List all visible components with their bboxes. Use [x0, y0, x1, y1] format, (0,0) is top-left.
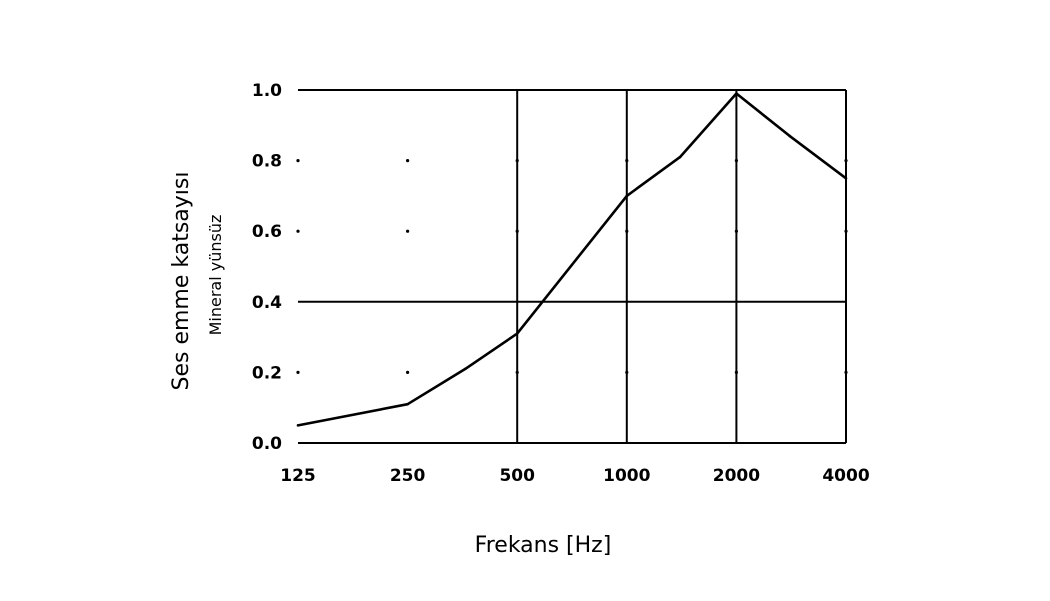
data-point — [406, 402, 409, 406]
y-tick-label: 0.6 — [252, 222, 282, 242]
grid-dot — [515, 370, 519, 374]
data-point — [735, 92, 738, 95]
grid-dot — [296, 159, 300, 163]
y-axis-title: Ses emme katsayısı — [169, 172, 194, 391]
grid-dot — [844, 229, 848, 233]
y-axis-subtitle: Mineral yünsüz — [206, 215, 225, 336]
x-tick-labels: 125 250 500 1000 2000 4000 — [280, 466, 870, 486]
y-tick-label: 1.0 — [252, 81, 282, 101]
data-point — [515, 332, 519, 335]
data-point — [844, 176, 848, 180]
grid-dot — [734, 370, 739, 374]
y-tick-label: 0.8 — [252, 152, 282, 172]
grid-dot — [406, 229, 410, 233]
grid — [296, 89, 848, 444]
series-line — [297, 92, 847, 427]
grid-dot — [734, 229, 739, 233]
x-tick-label: 250 — [390, 466, 426, 486]
grid-dot — [625, 159, 629, 163]
grid-dot — [296, 229, 300, 233]
x-axis-title: Frekans [Hz] — [475, 533, 612, 558]
y-tick-label: 0.0 — [252, 434, 282, 454]
grid-dot — [515, 229, 519, 233]
grid-dot — [844, 370, 848, 374]
data-point — [296, 424, 300, 427]
x-tick-label: 1000 — [603, 466, 650, 486]
grid-dot — [406, 370, 410, 374]
data-point — [463, 367, 467, 371]
x-tick-label: 4000 — [822, 466, 869, 486]
series-layer — [296, 92, 848, 427]
x-tick-label: 125 — [280, 466, 316, 486]
grid-dot — [625, 370, 629, 374]
y-tick-labels: 0.0 0.2 0.4 0.6 0.8 1.0 — [252, 81, 282, 454]
y-tick-label: 0.4 — [252, 293, 282, 313]
grid-dot — [625, 229, 629, 233]
data-point — [788, 134, 791, 138]
x-tick-label: 2000 — [713, 466, 760, 486]
y-tick-label: 0.2 — [252, 363, 282, 383]
grid-dot — [406, 159, 410, 163]
grid-dot — [844, 159, 848, 163]
grid-dot — [515, 159, 519, 163]
grid-dot — [734, 159, 739, 163]
data-point — [625, 194, 629, 198]
grid-dot — [296, 370, 300, 374]
x-tick-label: 500 — [499, 466, 535, 486]
data-point — [678, 155, 682, 159]
